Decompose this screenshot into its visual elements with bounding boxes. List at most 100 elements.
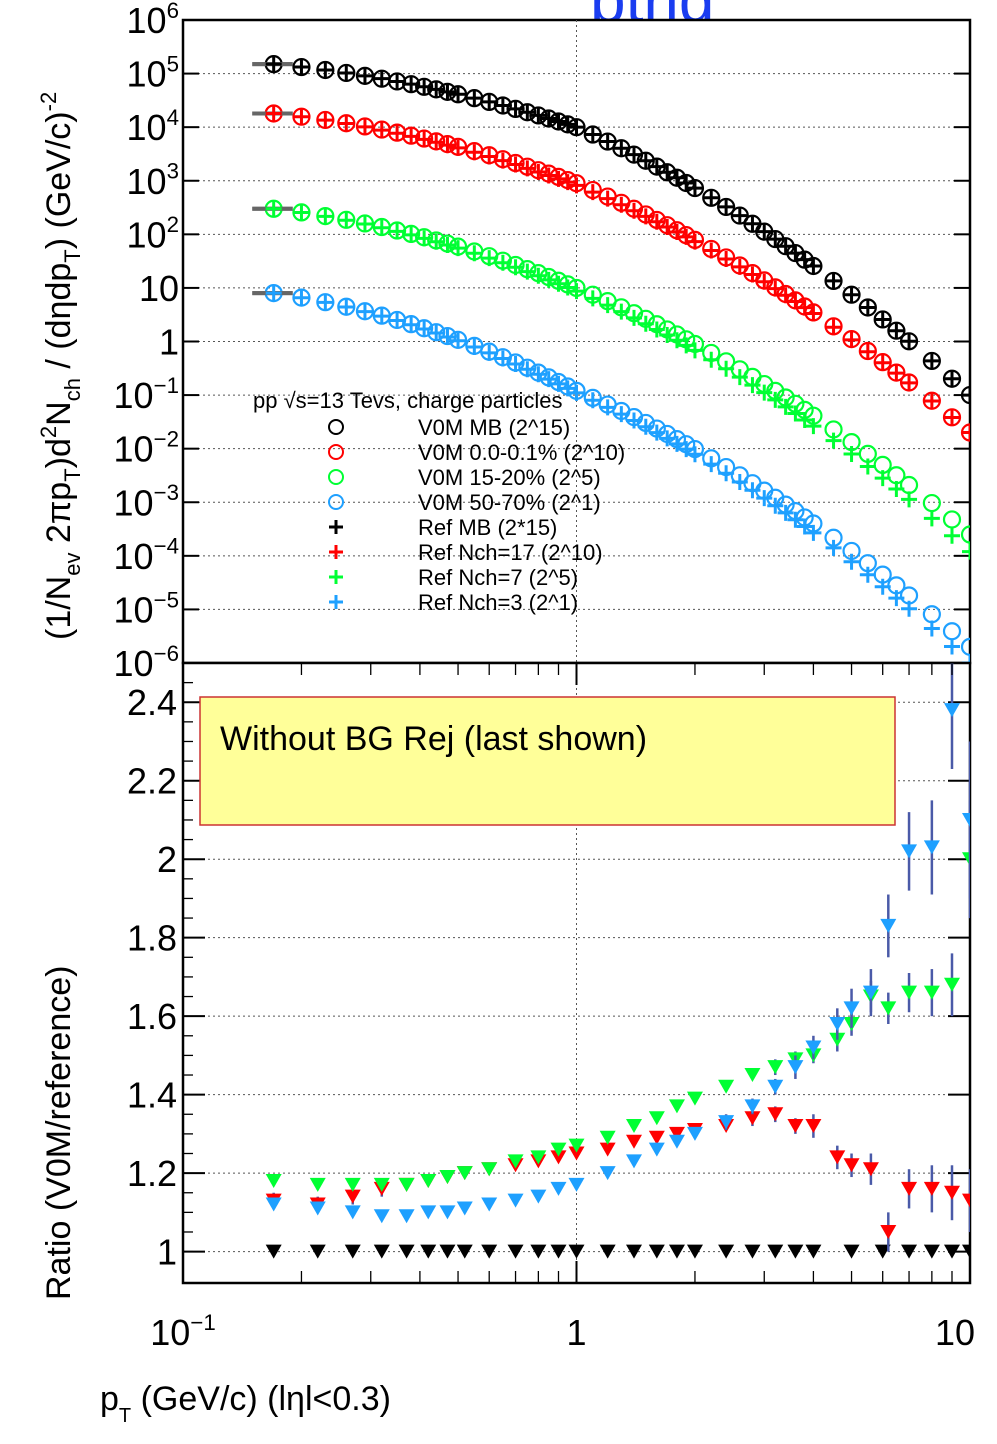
ratio-point — [767, 1244, 784, 1259]
ratio-point — [373, 1177, 390, 1192]
ratio-point — [481, 1197, 498, 1212]
spectra-series — [252, 55, 970, 663]
spectra-point — [805, 258, 822, 275]
spectra-point — [450, 332, 467, 349]
legend-marker — [329, 570, 343, 584]
ratio-point — [744, 1099, 761, 1114]
spectra-point — [659, 218, 676, 235]
legend-marker — [329, 520, 343, 534]
legend-label: Ref Nch=3 (2^1) — [418, 590, 578, 615]
spectra-point — [888, 590, 905, 607]
ratio-point — [862, 985, 879, 1000]
ratio-point — [648, 1244, 665, 1259]
spectra-point — [626, 412, 643, 429]
ratio-point — [550, 1142, 567, 1157]
ratio-point — [962, 852, 970, 867]
spectra-point — [744, 215, 761, 232]
legend-label: V0M MB (2^15) — [418, 415, 570, 440]
spectra-point — [731, 369, 748, 386]
spectra-point — [613, 140, 630, 157]
spectra-point — [599, 133, 616, 150]
spectra-point — [787, 405, 804, 422]
spectra-point — [356, 303, 373, 320]
spectra-point — [373, 308, 390, 325]
spectra-point — [626, 202, 643, 219]
ratio-point — [439, 1244, 456, 1259]
spectra-point — [805, 418, 822, 435]
spectra-point — [613, 303, 630, 320]
spectra-point — [568, 177, 585, 194]
ratio-y-tick-label: 2.4 — [127, 682, 177, 723]
ratio-x-tick-label: 1 — [566, 1312, 586, 1353]
spectra-y-tick-label: 105 — [127, 51, 179, 94]
spectra-point — [507, 259, 524, 276]
spectra-point — [648, 158, 665, 175]
ratio-point — [668, 1134, 685, 1149]
spectra-point — [718, 360, 735, 377]
ratio-point — [420, 1205, 437, 1220]
spectra-y-tick-label: 10−2 — [114, 427, 180, 470]
ratio-point — [456, 1244, 473, 1259]
spectra-point — [756, 384, 773, 401]
ratio-point — [530, 1244, 547, 1259]
ratio-x-ticks: 10−1 1 10 — [150, 663, 975, 1353]
ratio-point — [744, 1068, 761, 1083]
ratio-point — [265, 1244, 282, 1259]
ratio-point — [530, 1189, 547, 1204]
legend-label: V0M 50-70% (2^1) — [418, 490, 601, 515]
spectra-point — [888, 322, 905, 339]
spectra-point — [416, 320, 433, 337]
spectra-point — [494, 152, 511, 169]
spectra-point — [439, 137, 456, 154]
ratio-point — [718, 1244, 735, 1259]
spectra-point — [825, 319, 842, 336]
ratio-y-axis-label: Ratio (V0M/reference) — [40, 966, 78, 1300]
ratio-point — [481, 1244, 498, 1259]
ratio-point — [880, 918, 897, 933]
ratio-point — [943, 1185, 960, 1200]
spectra-point — [825, 272, 842, 289]
spectra-point — [825, 432, 842, 449]
annotation-box: Without BG Rej (last shown) — [199, 696, 896, 826]
spectra-point — [507, 156, 524, 173]
ratio-point — [420, 1244, 437, 1259]
spectra-point — [805, 524, 822, 541]
ratio-point — [843, 1158, 860, 1173]
spectra-y-tick-label: 10 — [139, 268, 179, 309]
ratio-series — [265, 663, 970, 1259]
ratio-point — [456, 1201, 473, 1216]
spectra-point — [540, 371, 557, 388]
spectra-point — [787, 511, 804, 528]
ratio-point — [568, 1138, 585, 1153]
spectra-point — [494, 350, 511, 367]
spectra-point — [338, 115, 355, 132]
spectra-point — [559, 279, 576, 296]
spectra-point — [703, 242, 720, 259]
ratio-point — [599, 1142, 616, 1157]
spectra-point — [403, 76, 420, 93]
ratio-y-tick-label: 2 — [157, 839, 177, 880]
ratio-point — [265, 1197, 282, 1212]
spectra-point — [923, 352, 940, 369]
ratio-point — [398, 1177, 415, 1192]
ratio-point — [787, 1119, 804, 1134]
ratio-y-tick-label: 1 — [157, 1232, 177, 1273]
spectra-point — [686, 342, 703, 359]
spectra-point — [466, 90, 483, 107]
spectra-point — [943, 527, 960, 544]
spectra-point — [356, 118, 373, 135]
spectra-point — [777, 287, 794, 304]
spectra-point — [530, 366, 547, 383]
spectra-point — [637, 315, 654, 332]
legend-marker — [328, 419, 344, 435]
ratio-point — [439, 1205, 456, 1220]
spectra-point — [530, 163, 547, 180]
spectra-point — [530, 267, 547, 284]
spectra-point — [584, 290, 601, 307]
spectra-point — [796, 411, 813, 428]
ratio-point — [901, 1181, 918, 1196]
spectra-point — [293, 289, 310, 306]
spectra-y-tick-label: 10−6 — [114, 641, 180, 684]
spectra-point — [703, 189, 720, 206]
